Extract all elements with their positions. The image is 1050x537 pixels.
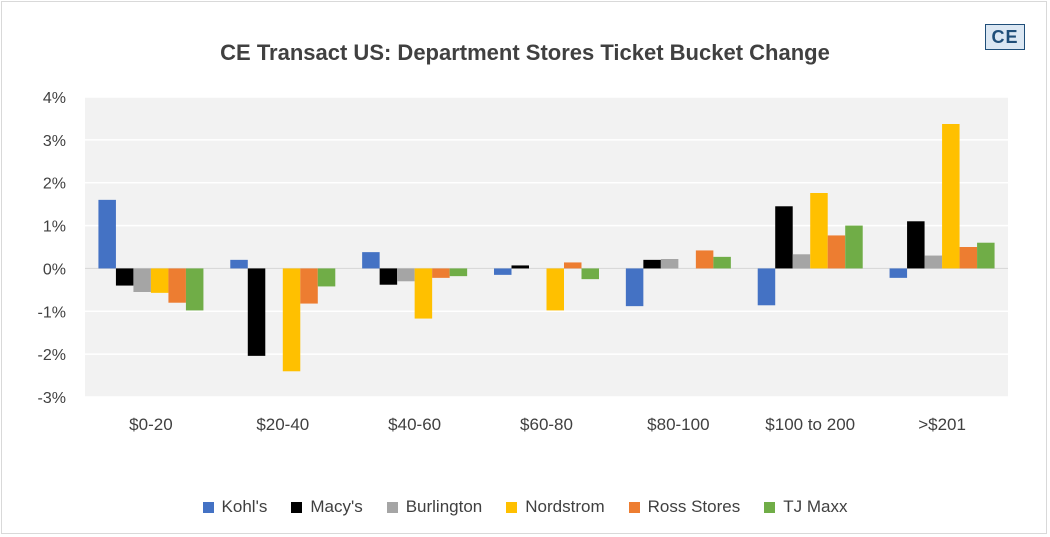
legend-item: Nordstrom — [506, 497, 605, 517]
legend-label: TJ Maxx — [783, 497, 848, 516]
bar-tj-maxx-3 — [581, 268, 599, 280]
bar-burlington-2 — [397, 268, 415, 282]
legend-swatch — [764, 501, 776, 513]
y-tick-label: -1% — [38, 304, 66, 321]
bar-macy-s-6 — [907, 221, 925, 269]
y-tick-label: 0% — [43, 261, 66, 278]
y-tick-label: -3% — [38, 390, 66, 407]
bar-kohl-s-0 — [98, 199, 116, 269]
legend-swatch — [628, 501, 640, 513]
bar-burlington-0 — [133, 268, 151, 292]
bar-kohl-s-4 — [625, 268, 644, 307]
bar-tj-maxx-4 — [713, 256, 731, 269]
bar-burlington-5 — [792, 254, 811, 269]
bar-macy-s-1 — [247, 268, 266, 356]
bar-ross-stores-1 — [300, 268, 318, 304]
chart-legend: Kohl's Macy's Burlington Nordstrom Ross Stor… — [0, 497, 1050, 517]
bar-kohl-s-2 — [362, 252, 380, 269]
chart-title: CE Transact US: Department Stores Ticket… — [220, 40, 830, 65]
bar-nordstrom-1 — [282, 268, 301, 372]
y-tick-label: 4% — [43, 90, 66, 107]
legend-swatch — [291, 501, 303, 513]
legend-item: Macy's — [291, 497, 363, 517]
y-tick-label: 2% — [43, 176, 66, 193]
legend-label: Macy's — [310, 497, 363, 516]
bar-ross-stores-5 — [827, 235, 846, 269]
legend-swatch — [506, 501, 518, 513]
bar-kohl-s-3 — [494, 268, 512, 275]
bar-ross-stores-6 — [959, 247, 978, 269]
bar-nordstrom-0 — [150, 268, 169, 293]
legend-label: Nordstrom — [525, 497, 605, 516]
x-tick-label: $80-100 — [647, 415, 709, 434]
y-tick-label: 1% — [43, 219, 66, 236]
x-tick-label: $20-40 — [256, 415, 309, 434]
bar-macy-s-5 — [775, 206, 793, 269]
bar-kohl-s-6 — [889, 268, 908, 278]
legend-swatch — [386, 501, 398, 513]
legend-item: TJ Maxx — [764, 497, 847, 517]
x-tick-label: $60-80 — [520, 415, 573, 434]
bar-kohl-s-1 — [230, 259, 248, 269]
ce-logo-badge: CE — [985, 24, 1025, 50]
legend-item: Kohl's — [202, 497, 268, 517]
legend-item: Burlington — [386, 497, 483, 517]
x-tick-label: $40-60 — [388, 415, 441, 434]
x-tick-label: $0-20 — [129, 415, 172, 434]
plot-background — [85, 97, 1008, 397]
bar-nordstrom-3 — [546, 268, 564, 311]
bar-burlington-4 — [660, 259, 679, 269]
bar-nordstrom-2 — [414, 268, 433, 319]
x-tick-label: $100 to 200 — [765, 415, 855, 434]
bar-macy-s-0 — [115, 268, 134, 286]
bar-ross-stores-0 — [168, 268, 186, 303]
legend-item: Ross Stores — [628, 497, 741, 517]
bar-tj-maxx-5 — [845, 225, 863, 269]
bar-burlington-6 — [924, 255, 943, 269]
y-tick-label: -2% — [38, 347, 66, 364]
bar-tj-maxx-1 — [317, 268, 336, 287]
bar-ross-stores-3 — [564, 262, 582, 269]
legend-label: Kohl's — [221, 497, 268, 516]
bar-macy-s-2 — [379, 268, 398, 285]
bar-tj-maxx-2 — [449, 268, 468, 277]
legend-swatch — [202, 501, 214, 513]
bar-tj-maxx-0 — [185, 268, 204, 311]
legend-label: Ross Stores — [647, 497, 741, 516]
bar-macy-s-4 — [643, 259, 661, 269]
bar-nordstrom-6 — [942, 124, 960, 269]
y-tick-label: 3% — [43, 133, 66, 150]
bar-nordstrom-5 — [810, 193, 828, 269]
bar-tj-maxx-6 — [977, 242, 995, 269]
bar-ross-stores-2 — [432, 268, 450, 278]
legend-label: Burlington — [405, 497, 483, 516]
bar-ross-stores-4 — [695, 250, 714, 269]
bar-macy-s-3 — [511, 265, 529, 269]
x-tick-label: >$201 — [918, 415, 966, 434]
bar-kohl-s-5 — [757, 268, 776, 306]
